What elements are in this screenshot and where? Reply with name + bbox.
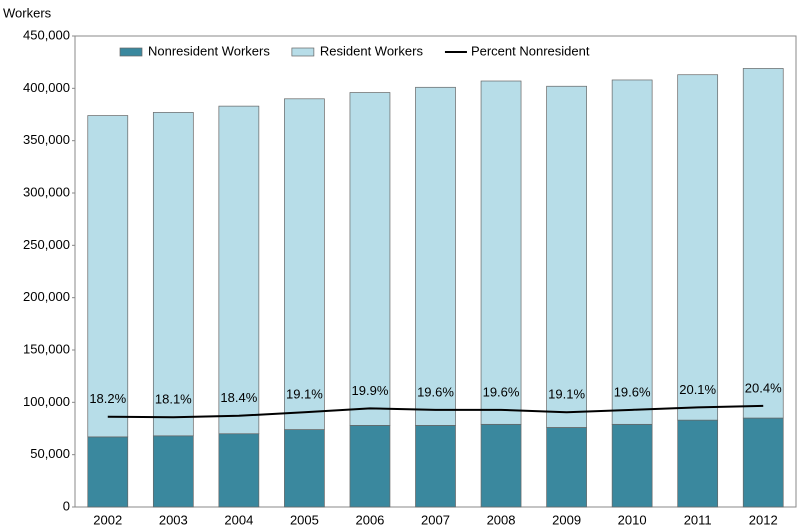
bar-segment bbox=[87, 436, 129, 508]
x-tick-label: 2005 bbox=[290, 512, 319, 527]
bar-segment bbox=[546, 85, 587, 428]
bar-segment bbox=[480, 80, 522, 425]
y-axis-label: Workers bbox=[3, 5, 52, 20]
y-tick-label: 450,000 bbox=[23, 27, 70, 42]
bar-segment bbox=[480, 423, 522, 508]
bar-segment bbox=[152, 435, 194, 508]
x-tick-label: 2003 bbox=[159, 512, 188, 527]
legend-label: Nonresident Workers bbox=[148, 43, 270, 58]
y-tick-label: 50,000 bbox=[30, 446, 70, 461]
y-tick-label: 300,000 bbox=[23, 184, 70, 199]
x-tick-label: 2006 bbox=[355, 512, 384, 527]
data-label: 18.4% bbox=[220, 390, 257, 405]
bar-segment bbox=[218, 433, 260, 508]
y-tick-label: 150,000 bbox=[23, 341, 70, 356]
y-tick-label: 100,000 bbox=[23, 394, 70, 409]
y-tick-label: 250,000 bbox=[23, 237, 70, 252]
data-label: 19.6% bbox=[614, 384, 651, 399]
bar-segment bbox=[349, 92, 391, 426]
bar-segment bbox=[415, 86, 456, 426]
bar-segment bbox=[218, 105, 260, 435]
x-tick-label: 2012 bbox=[749, 512, 778, 527]
x-tick-label: 2004 bbox=[224, 512, 253, 527]
data-label: 19.6% bbox=[417, 384, 454, 399]
x-tick-label: 2010 bbox=[618, 512, 647, 527]
bar-segment bbox=[742, 68, 784, 419]
data-label: 19.1% bbox=[286, 387, 323, 402]
bar-segment bbox=[611, 79, 653, 425]
percent-line bbox=[107, 404, 764, 419]
bar-segment bbox=[349, 425, 391, 508]
data-label: 19.6% bbox=[483, 384, 520, 399]
bar-segment bbox=[87, 115, 129, 438]
legend-label: Percent Nonresident bbox=[471, 43, 590, 58]
legend-swatch bbox=[119, 47, 143, 57]
bar-segment bbox=[284, 98, 325, 430]
x-tick-label: 2007 bbox=[421, 512, 450, 527]
y-tick-label: 0 bbox=[63, 498, 70, 513]
y-tick-label: 400,000 bbox=[23, 80, 70, 95]
data-label: 18.1% bbox=[155, 392, 192, 407]
x-tick-label: 2009 bbox=[552, 512, 581, 527]
bar-segment bbox=[546, 427, 587, 508]
data-label: 18.2% bbox=[89, 391, 126, 406]
data-label: 20.4% bbox=[745, 380, 782, 395]
x-tick-label: 2002 bbox=[93, 512, 122, 527]
legend-swatch bbox=[291, 47, 315, 57]
data-label: 19.9% bbox=[352, 383, 389, 398]
bar-segment bbox=[677, 419, 719, 508]
bar-segment bbox=[677, 74, 719, 421]
y-tick-label: 350,000 bbox=[23, 132, 70, 147]
bar-segment bbox=[742, 417, 784, 508]
bar-segment bbox=[415, 425, 456, 508]
bar-segment bbox=[152, 112, 194, 437]
x-tick-label: 2008 bbox=[487, 512, 516, 527]
x-tick-label: 2011 bbox=[684, 512, 712, 527]
bar-segment bbox=[284, 429, 325, 508]
y-tick-label: 200,000 bbox=[23, 289, 70, 304]
data-label: 19.1% bbox=[548, 387, 585, 402]
data-label: 20.1% bbox=[679, 382, 716, 397]
bar-segment bbox=[611, 423, 653, 508]
legend-label: Resident Workers bbox=[320, 43, 424, 58]
